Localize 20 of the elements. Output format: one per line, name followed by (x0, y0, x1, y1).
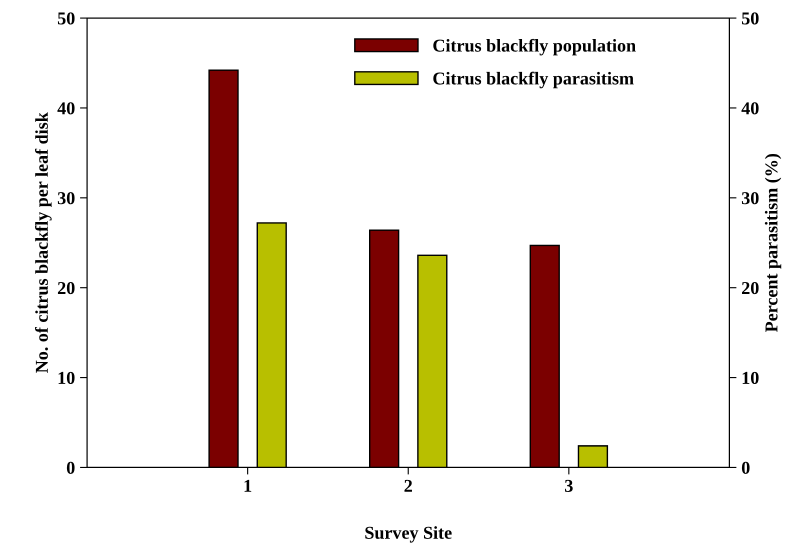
x-tick-label: 2 (404, 480, 412, 492)
x-tick-label: 1 (244, 480, 252, 492)
y2-tick-label: 30 (742, 192, 759, 204)
y2-tick-label: 40 (741, 102, 759, 114)
y-tick-label: 50 (58, 12, 75, 25)
legend-label: Citrus blackfly parasitism (433, 72, 634, 88)
y-axis-title: No. of citrus blackfly per leaf disk (35, 112, 52, 373)
legend-label: Citrus blackfly population (433, 38, 636, 56)
y-tick-label: 40 (57, 102, 75, 114)
y2-tick-label: 10 (742, 372, 759, 384)
y2-tick-label: 20 (742, 282, 759, 294)
y2-tick-label: 50 (742, 12, 759, 25)
y2-tick-label: 0 (742, 462, 750, 474)
y-tick-label: 20 (58, 282, 75, 294)
y2-axis-title: Percent parasitism (%) (764, 154, 782, 332)
x-axis-title: Survey Site (365, 526, 452, 543)
y-tick-label: 0 (66, 462, 75, 474)
y-tick-label: 30 (58, 192, 75, 204)
y-tick-label: 10 (58, 372, 75, 384)
x-tick-label: 3 (565, 480, 573, 492)
